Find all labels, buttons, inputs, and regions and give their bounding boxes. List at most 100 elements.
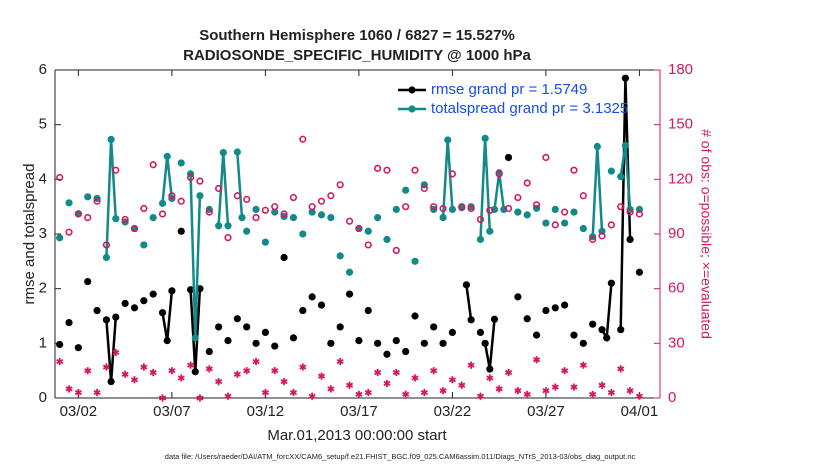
- point: [84, 367, 92, 375]
- point: [163, 337, 171, 345]
- point: [458, 203, 466, 211]
- point: [561, 301, 569, 309]
- point: [383, 235, 391, 244]
- point: [56, 357, 64, 366]
- legend-label: totalspread grand pr = 3.1325: [431, 100, 628, 117]
- point: [280, 210, 288, 218]
- point: [238, 214, 246, 222]
- point: [607, 167, 615, 175]
- point: [196, 192, 204, 200]
- point: [121, 215, 129, 224]
- point: [74, 210, 82, 218]
- point: [280, 253, 288, 262]
- point: [486, 365, 494, 373]
- point: [56, 234, 64, 242]
- point: [495, 385, 503, 393]
- point: [215, 222, 223, 230]
- point: [579, 339, 587, 347]
- point: [392, 205, 400, 213]
- point: [158, 199, 167, 207]
- point: [542, 387, 550, 395]
- y-tick-label: 4: [39, 170, 47, 187]
- point: [243, 227, 251, 235]
- point: [261, 328, 269, 336]
- y2-tick-label: 150: [668, 116, 693, 133]
- point: [523, 211, 531, 219]
- point: [635, 392, 644, 400]
- point: [84, 193, 92, 201]
- point: [411, 166, 419, 174]
- point: [374, 214, 382, 222]
- point: [177, 374, 185, 382]
- point: [345, 290, 354, 298]
- point: [121, 370, 129, 378]
- x-tick-label: 03/07: [153, 403, 191, 420]
- y2-tick-label: 180: [668, 61, 693, 78]
- y-tick-label: 5: [39, 116, 47, 133]
- point: [374, 339, 382, 347]
- point: [439, 214, 447, 222]
- point: [102, 363, 111, 371]
- point: [617, 326, 625, 334]
- point: [112, 166, 120, 174]
- point: [504, 368, 513, 377]
- point: [570, 166, 578, 174]
- point: [149, 368, 157, 377]
- footer: data file: /Users/raeder/DAI/ATM_forcXX/…: [165, 452, 636, 461]
- point: [140, 241, 148, 249]
- point: [308, 208, 316, 216]
- point: [355, 337, 363, 345]
- point: [177, 197, 185, 205]
- point: [486, 206, 494, 214]
- point: [374, 368, 382, 377]
- point: [402, 186, 410, 194]
- point: [107, 135, 115, 144]
- point: [364, 388, 372, 397]
- point: [289, 193, 298, 202]
- point: [364, 306, 372, 315]
- point: [570, 383, 578, 391]
- point: [448, 205, 457, 213]
- point: [364, 227, 372, 235]
- point: [261, 238, 269, 246]
- point: [299, 306, 307, 315]
- point: [317, 197, 326, 205]
- point: [392, 368, 400, 377]
- point: [589, 390, 597, 398]
- point: [523, 315, 531, 323]
- point: [336, 181, 344, 189]
- y2-tick-label: 120: [668, 170, 693, 187]
- point: [551, 383, 559, 391]
- point: [308, 392, 316, 400]
- point: [243, 323, 251, 331]
- point: [561, 208, 569, 216]
- point: [430, 367, 438, 375]
- point: [532, 331, 541, 339]
- point: [158, 309, 167, 317]
- y-tick-label: 6: [39, 61, 47, 78]
- point: [467, 361, 475, 369]
- point: [402, 203, 410, 211]
- point: [607, 221, 615, 229]
- point: [504, 153, 513, 162]
- point: [299, 135, 307, 143]
- point: [476, 328, 485, 336]
- point: [439, 204, 447, 213]
- point: [271, 208, 279, 216]
- point: [112, 313, 120, 321]
- point: [345, 217, 354, 225]
- point: [158, 210, 167, 218]
- x-tick-label: 03/22: [434, 403, 472, 420]
- point: [462, 281, 471, 289]
- point: [598, 381, 606, 389]
- point: [420, 388, 428, 397]
- point: [635, 210, 644, 218]
- point: [486, 374, 494, 382]
- y2-tick-label: 90: [668, 225, 685, 242]
- point: [168, 287, 176, 295]
- point: [271, 367, 279, 375]
- point: [299, 230, 307, 238]
- point: [261, 388, 269, 397]
- point: [383, 379, 391, 388]
- point: [430, 203, 438, 211]
